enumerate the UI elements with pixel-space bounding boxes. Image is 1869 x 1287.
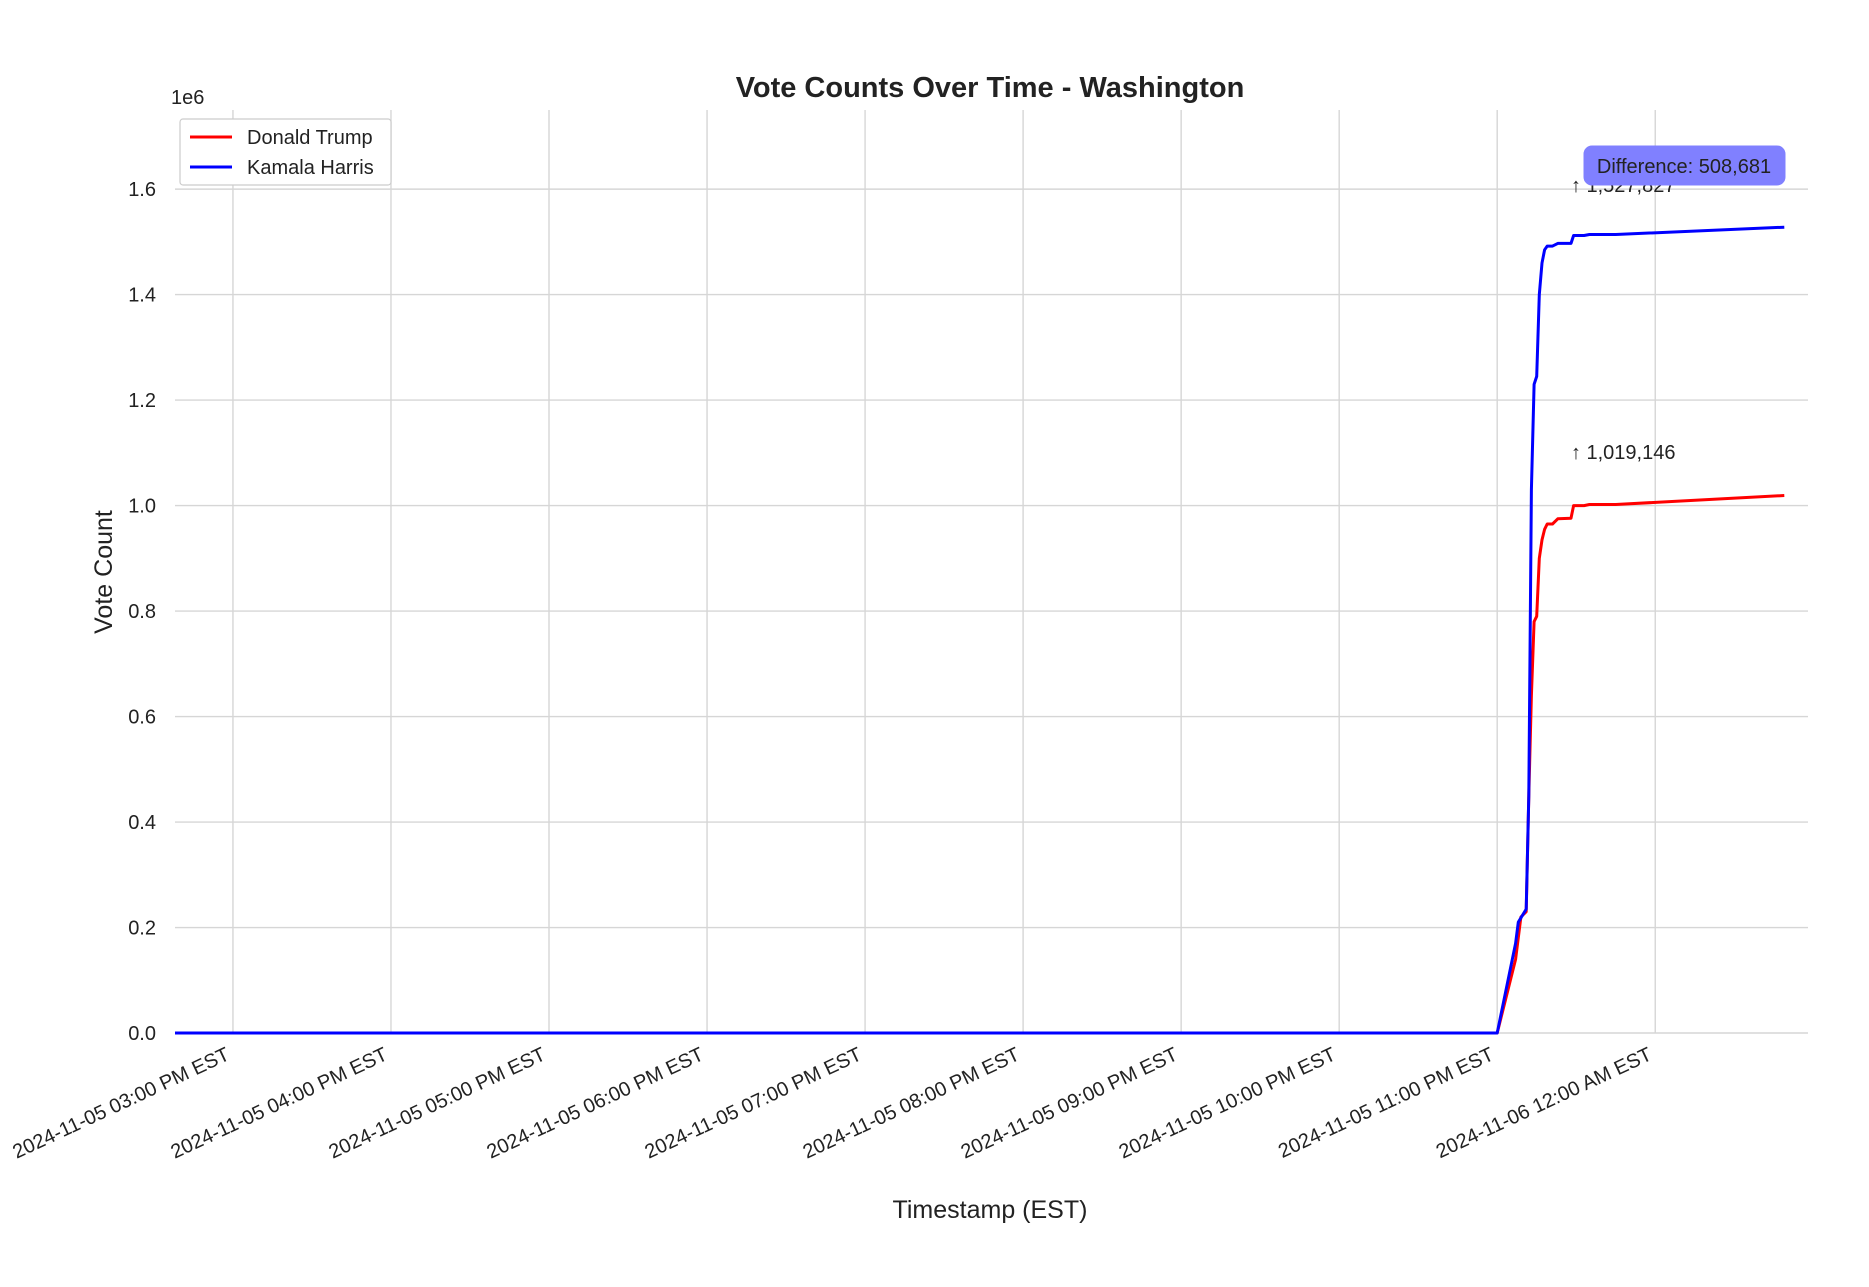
y-offset-label: 1e6 xyxy=(171,87,204,109)
grid xyxy=(175,110,1808,1034)
final-value-annotation: ↑ 1,019,146 xyxy=(1571,442,1676,464)
series-layer xyxy=(175,225,1785,1035)
series-line-kamala-harris xyxy=(175,225,1785,1035)
chart-title: Vote Counts Over Time - Washington xyxy=(736,72,1245,104)
y-tick-label: 1.4 xyxy=(128,285,156,307)
difference-box: Difference: 508,681 xyxy=(1583,145,1786,186)
legend: Donald Trump Kamala Harris xyxy=(179,118,392,186)
y-tick-label: 0.6 xyxy=(128,707,156,729)
y-tick-label: 0.2 xyxy=(128,918,156,940)
y-tick-label: 1.2 xyxy=(128,390,156,412)
x-axis-label: Timestamp (EST) xyxy=(893,1196,1088,1224)
y-tick-label: 1.0 xyxy=(128,496,156,518)
y-tick-label: 0.8 xyxy=(128,601,156,623)
legend-entry: Donald Trump xyxy=(247,127,373,149)
difference-text: Difference: 508,681 xyxy=(1597,156,1771,178)
y-tick-label: 1.6 xyxy=(128,179,156,201)
y-tick-label: 0.4 xyxy=(128,812,156,834)
y-axis-label: Vote Count xyxy=(90,510,118,634)
y-tick-label: 0.0 xyxy=(128,1023,156,1045)
series-line-donald-trump xyxy=(175,494,1785,1035)
legend-entry: Kamala Harris xyxy=(247,157,374,179)
annotations: ↑ 1,527,827↑ 1,019,146 xyxy=(1571,175,1676,464)
y-tick-labels: 0.0 0.2 0.4 0.6 0.8 1.0 1.2 1.4 1.6 xyxy=(128,179,156,1045)
